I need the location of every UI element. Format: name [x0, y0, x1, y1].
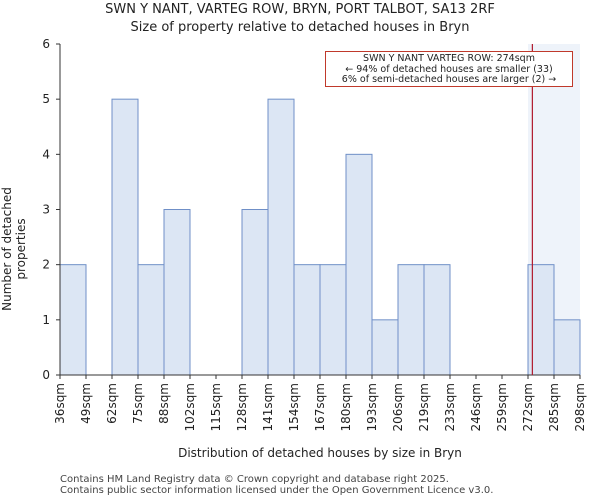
bar	[371, 319, 399, 376]
x-tick-label: 141sqm	[261, 383, 275, 431]
bar	[267, 98, 295, 376]
chart-title: SWN Y NANT, VARTEG ROW, BRYN, PORT TALBO…	[105, 2, 495, 17]
x-tick-label: 49sqm	[79, 383, 93, 424]
footer-line-1: Contains HM Land Registry data © Crown c…	[60, 474, 449, 485]
bar	[293, 264, 321, 376]
y-tick-label: 0	[42, 368, 50, 382]
y-axis-label: Number of detached properties	[0, 187, 28, 311]
bar	[319, 264, 347, 376]
bar	[423, 264, 451, 376]
bar	[345, 153, 373, 376]
x-tick-label: 115sqm	[209, 383, 223, 431]
x-axis-label: Distribution of detached houses by size …	[178, 446, 462, 460]
annotation-line-3: 6% of semi-detached houses are larger (2…	[341, 74, 557, 85]
x-tick-label: 285sqm	[547, 383, 561, 431]
annotation-line-1: SWN Y NANT VARTEG ROW: 274sqm	[363, 53, 535, 64]
x-tick-label: 167sqm	[313, 383, 327, 431]
chart-subtitle: Size of property relative to detached ho…	[130, 20, 470, 35]
bar	[397, 264, 425, 376]
y-tick-label: 5	[42, 92, 50, 106]
y-tick-label: 4	[42, 147, 50, 161]
x-tick-label: 233sqm	[443, 383, 457, 431]
x-tick-label: 36sqm	[53, 383, 67, 424]
bar	[163, 209, 191, 376]
y-tick-label: 6	[42, 37, 50, 51]
x-tick-label: 102sqm	[183, 383, 197, 431]
x-tick-label: 75sqm	[131, 383, 145, 424]
bar	[241, 209, 269, 376]
x-tick-label: 298sqm	[573, 383, 587, 431]
annotation-box: SWN Y NANT VARTEG ROW: 274sqm ← 94% of d…	[325, 51, 573, 87]
bar	[553, 319, 581, 376]
x-tick-label: 246sqm	[469, 383, 483, 431]
x-tick-label: 128sqm	[235, 383, 249, 431]
footer-line-2: Contains public sector information licen…	[60, 485, 494, 496]
x-tick-label: 154sqm	[287, 383, 301, 431]
bar	[59, 264, 87, 376]
y-tick-label: 3	[42, 203, 50, 217]
x-tick-label: 206sqm	[391, 383, 405, 431]
x-tick-label: 193sqm	[365, 383, 379, 431]
bar	[137, 264, 165, 376]
y-tick-label: 2	[42, 258, 50, 272]
x-tick-label: 88sqm	[157, 383, 171, 424]
annotation-line-2: ← 94% of detached houses are smaller (33…	[345, 63, 553, 75]
x-tick-label: 219sqm	[417, 383, 431, 431]
x-tick-label: 259sqm	[495, 383, 509, 431]
x-tick-label: 180sqm	[339, 383, 353, 431]
y-tick-label: 1	[42, 313, 50, 327]
x-tick-label: 62sqm	[105, 383, 119, 424]
bar	[111, 98, 139, 376]
x-tick-label: 272sqm	[521, 383, 535, 431]
